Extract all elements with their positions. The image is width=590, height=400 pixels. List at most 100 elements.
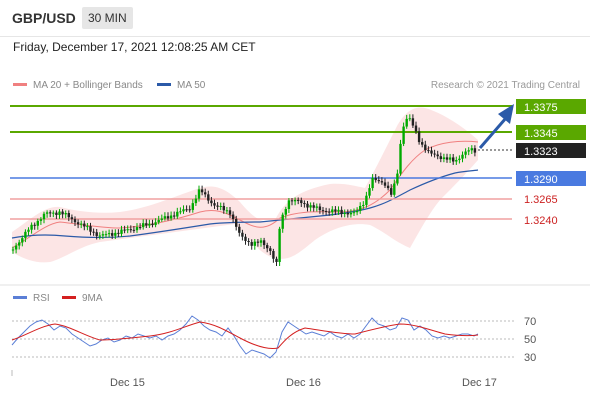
legend-swatch (62, 295, 76, 299)
candle-body (368, 188, 371, 196)
candle-body (89, 226, 92, 232)
rsi-tick-50: 50 (524, 334, 536, 346)
candle-body (11, 249, 15, 251)
candle-body (306, 203, 309, 208)
candle-body (18, 242, 21, 246)
candle-body (458, 158, 461, 161)
rsi-tick-70: 70 (524, 316, 536, 328)
candle-body (191, 203, 194, 210)
level-label-1-3290: 1.3290 (516, 171, 586, 186)
candle-body (331, 209, 334, 213)
timeframe-button[interactable]: 30 MIN (82, 7, 133, 29)
candle-body (256, 241, 260, 243)
candle-body (414, 125, 418, 132)
candle-body (132, 229, 136, 231)
candle-body (126, 229, 129, 231)
rsi-line (11, 315, 479, 359)
candle-body (247, 240, 250, 243)
candle-body (117, 232, 120, 234)
candle-body (244, 236, 247, 241)
candle-body (138, 227, 142, 229)
candle-body (241, 232, 244, 237)
candle-body (151, 223, 154, 226)
candle-body (169, 215, 173, 219)
candle-body (210, 200, 213, 204)
candle-body (346, 213, 349, 215)
candle-body (433, 153, 436, 155)
candle-body (49, 212, 52, 214)
candle-body (200, 189, 204, 193)
candle-body (396, 173, 399, 184)
candle-body (86, 226, 89, 228)
candle-body (104, 234, 108, 236)
candle-body (393, 183, 396, 195)
candle-body (290, 200, 294, 202)
candle-body (101, 234, 105, 236)
candle-body (231, 214, 235, 219)
candle-body (380, 181, 384, 183)
candle-body (293, 199, 297, 202)
legend-label: MA 50 (177, 80, 206, 91)
candle-body (377, 180, 380, 182)
candle-body (445, 157, 449, 160)
candle-body (355, 210, 359, 213)
candle-body (213, 203, 216, 206)
candle-body (340, 209, 343, 215)
x-tick-dec15: Dec 15 (110, 377, 145, 389)
candle-body (430, 150, 433, 154)
candle-body (473, 148, 477, 153)
candle-body (114, 232, 117, 236)
candle-body (197, 189, 201, 199)
candle-body (359, 205, 362, 211)
candle-body (259, 240, 263, 243)
candle-body (207, 194, 210, 201)
candle-body (135, 227, 139, 231)
candle-body (266, 245, 269, 249)
candle-body (154, 222, 157, 226)
candle-body (374, 177, 377, 181)
candle-body (222, 205, 225, 211)
candle-body (83, 223, 86, 227)
candle-body (24, 231, 27, 239)
rsi-9ma-line (11, 321, 479, 349)
candle-body (334, 209, 337, 212)
candle-body (315, 206, 318, 208)
candle-body (123, 229, 126, 231)
candle-body (76, 222, 80, 225)
legend-label: 9MA (82, 293, 103, 304)
level-label-1-3375: 1.3375 (516, 99, 586, 114)
candle-body (42, 213, 46, 220)
candle-body (120, 229, 123, 234)
candle-body (188, 209, 191, 211)
candle-body (92, 231, 95, 233)
candle-body (470, 148, 473, 151)
candle-body (238, 226, 241, 233)
candle-body (343, 213, 346, 215)
candle-body (129, 229, 132, 231)
svg-text:1.3345: 1.3345 (524, 128, 558, 140)
legend-ma20-bollinger: MA 20 + Bollinger Bands (13, 80, 143, 91)
rsi-tick-30: 30 (524, 352, 536, 364)
timestamp: Friday, December 17, 2021 12:08:25 AM CE… (13, 40, 256, 54)
candle-body (225, 210, 229, 212)
candle-body (383, 182, 387, 186)
candle-body (145, 223, 148, 226)
legend-label: MA 20 + Bollinger Bands (33, 80, 143, 91)
candle-body (455, 160, 458, 162)
candle-body (275, 258, 278, 262)
candle-body (417, 131, 421, 143)
svg-text:1.3290: 1.3290 (524, 174, 558, 186)
candle-body (21, 238, 24, 243)
candle-body (464, 151, 467, 155)
candle-body (365, 195, 368, 205)
candle-body (318, 206, 322, 211)
candle-body (312, 205, 315, 208)
candle-body (194, 198, 198, 204)
level-label-1-3323: 1.3323 (516, 143, 586, 158)
candle-body (272, 251, 275, 259)
candle-body (157, 219, 160, 223)
candle-body (111, 233, 114, 236)
candle-body (14, 245, 18, 250)
candle-body (262, 240, 266, 246)
